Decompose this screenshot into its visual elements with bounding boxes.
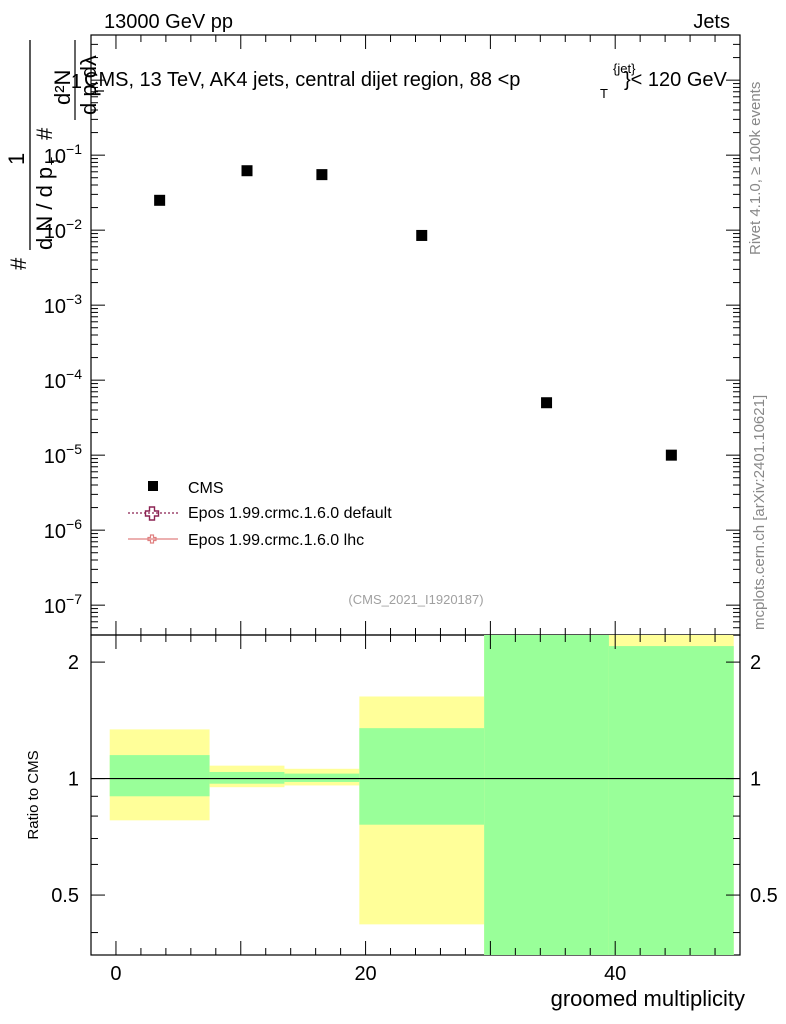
title-superscript: {jet} (613, 61, 636, 76)
legend-label-cms: CMS (188, 480, 224, 497)
cms-data-point-4 (541, 397, 553, 409)
x-axis-label: groomed multiplicity (551, 986, 745, 1011)
cms-data-point-5 (665, 449, 677, 461)
ratio-y-tick-label-1: 1 (68, 769, 79, 791)
ratio-y-axis-label: Ratio to CMS (25, 750, 42, 839)
ylabel-sub-t1: T (48, 157, 63, 165)
x-tick-label-20: 20 (354, 963, 376, 985)
ratio-band-inner-1 (209, 771, 285, 784)
ratio-y-tick-label-right-1: 1 (750, 769, 761, 791)
ylabel-hash-mid: # (32, 127, 57, 140)
mcplots-label: mcplots.cern.ch [arXiv:2401.10621] (751, 395, 768, 630)
ratio-band-inner-5 (608, 646, 734, 955)
ylabel-dpt-dlambda: d p dλ (76, 55, 101, 115)
title-main-text: CMS, 13 TeV, AK4 jets, central dijet reg… (84, 69, 520, 91)
title-end-text: }< 120 GeV (624, 69, 728, 91)
legend-marker-epos-lhc (147, 534, 157, 544)
ylabel-d2n: d²N (50, 70, 75, 105)
legend-marker-epos-default (144, 506, 160, 521)
rivet-version-label: Rivet 4.1.0, ≥ 100k events (747, 82, 764, 255)
legend-label-epos-default: Epos 1.99.crmc.1.6.0 default (188, 505, 392, 522)
ratio-y-tick-label-2: 2 (68, 652, 79, 674)
main-y-tick-label: 10−4 (44, 366, 82, 393)
ratio-band-inner-4 (484, 635, 609, 955)
cms-data-point-2 (316, 169, 328, 181)
x-tick-label-0: 0 (110, 963, 121, 985)
main-y-tick-label: 10−1 (44, 141, 82, 168)
main-y-tick-label: 1 (71, 71, 82, 93)
ratio-y-tick-label-0.5: 0.5 (51, 885, 79, 907)
main-y-tick-label: 10−6 (44, 516, 82, 543)
legend: CMS Epos 1.99.crmc.1.6.0 default Epos 1.… (128, 480, 392, 549)
ratio-y-tick-label-right-0.5: 0.5 (750, 885, 778, 907)
legend-label-epos-lhc: Epos 1.99.crmc.1.6.0 lhc (188, 532, 364, 549)
energy-label: 13000 GeV pp (104, 11, 233, 33)
ylabel-numerator: 1 (4, 153, 29, 165)
cms-data-point-1 (241, 165, 253, 177)
plot-title: CMS, 13 TeV, AK4 jets, central dijet reg… (84, 61, 728, 101)
ratio-band-inner-3 (359, 728, 485, 825)
cms-data-point-0 (154, 194, 166, 206)
main-y-tick-label: 10−7 (44, 591, 82, 618)
ylabel-hash-left: # (6, 257, 31, 270)
ratio-band-inner-2 (284, 773, 360, 782)
ylabel-denominator: d N / d p (32, 167, 57, 250)
main-y-axis-label: # 1 d N / d p T # d²N d p dλ T (4, 40, 107, 270)
main-y-tick-label: 10−2 (44, 216, 82, 243)
ylabel-sub-t2: T (92, 87, 107, 95)
ratio-y-tick-label-right-2: 2 (750, 652, 761, 674)
title-subscript: T (600, 86, 608, 101)
ratio-band-inner-0 (109, 755, 210, 797)
main-axes: 1 10−1 10−2 10−3 10−4 10−5 10−6 10−7 (44, 34, 740, 636)
analysis-reference: (CMS_2021_I1920187) (348, 592, 483, 607)
ratio-axes: 0 20 40 0.5 0.5 1 1 2 2 (51, 635, 778, 985)
cms-data-point-3 (416, 229, 428, 241)
x-tick-label-40: 40 (604, 963, 626, 985)
main-y-tick-label: 10−5 (44, 441, 82, 468)
ratio-bands (91, 635, 740, 955)
main-y-tick-label: 10−3 (44, 291, 82, 318)
legend-marker-cms (148, 481, 158, 491)
category-label: Jets (693, 11, 730, 33)
main-data-points (154, 165, 677, 461)
